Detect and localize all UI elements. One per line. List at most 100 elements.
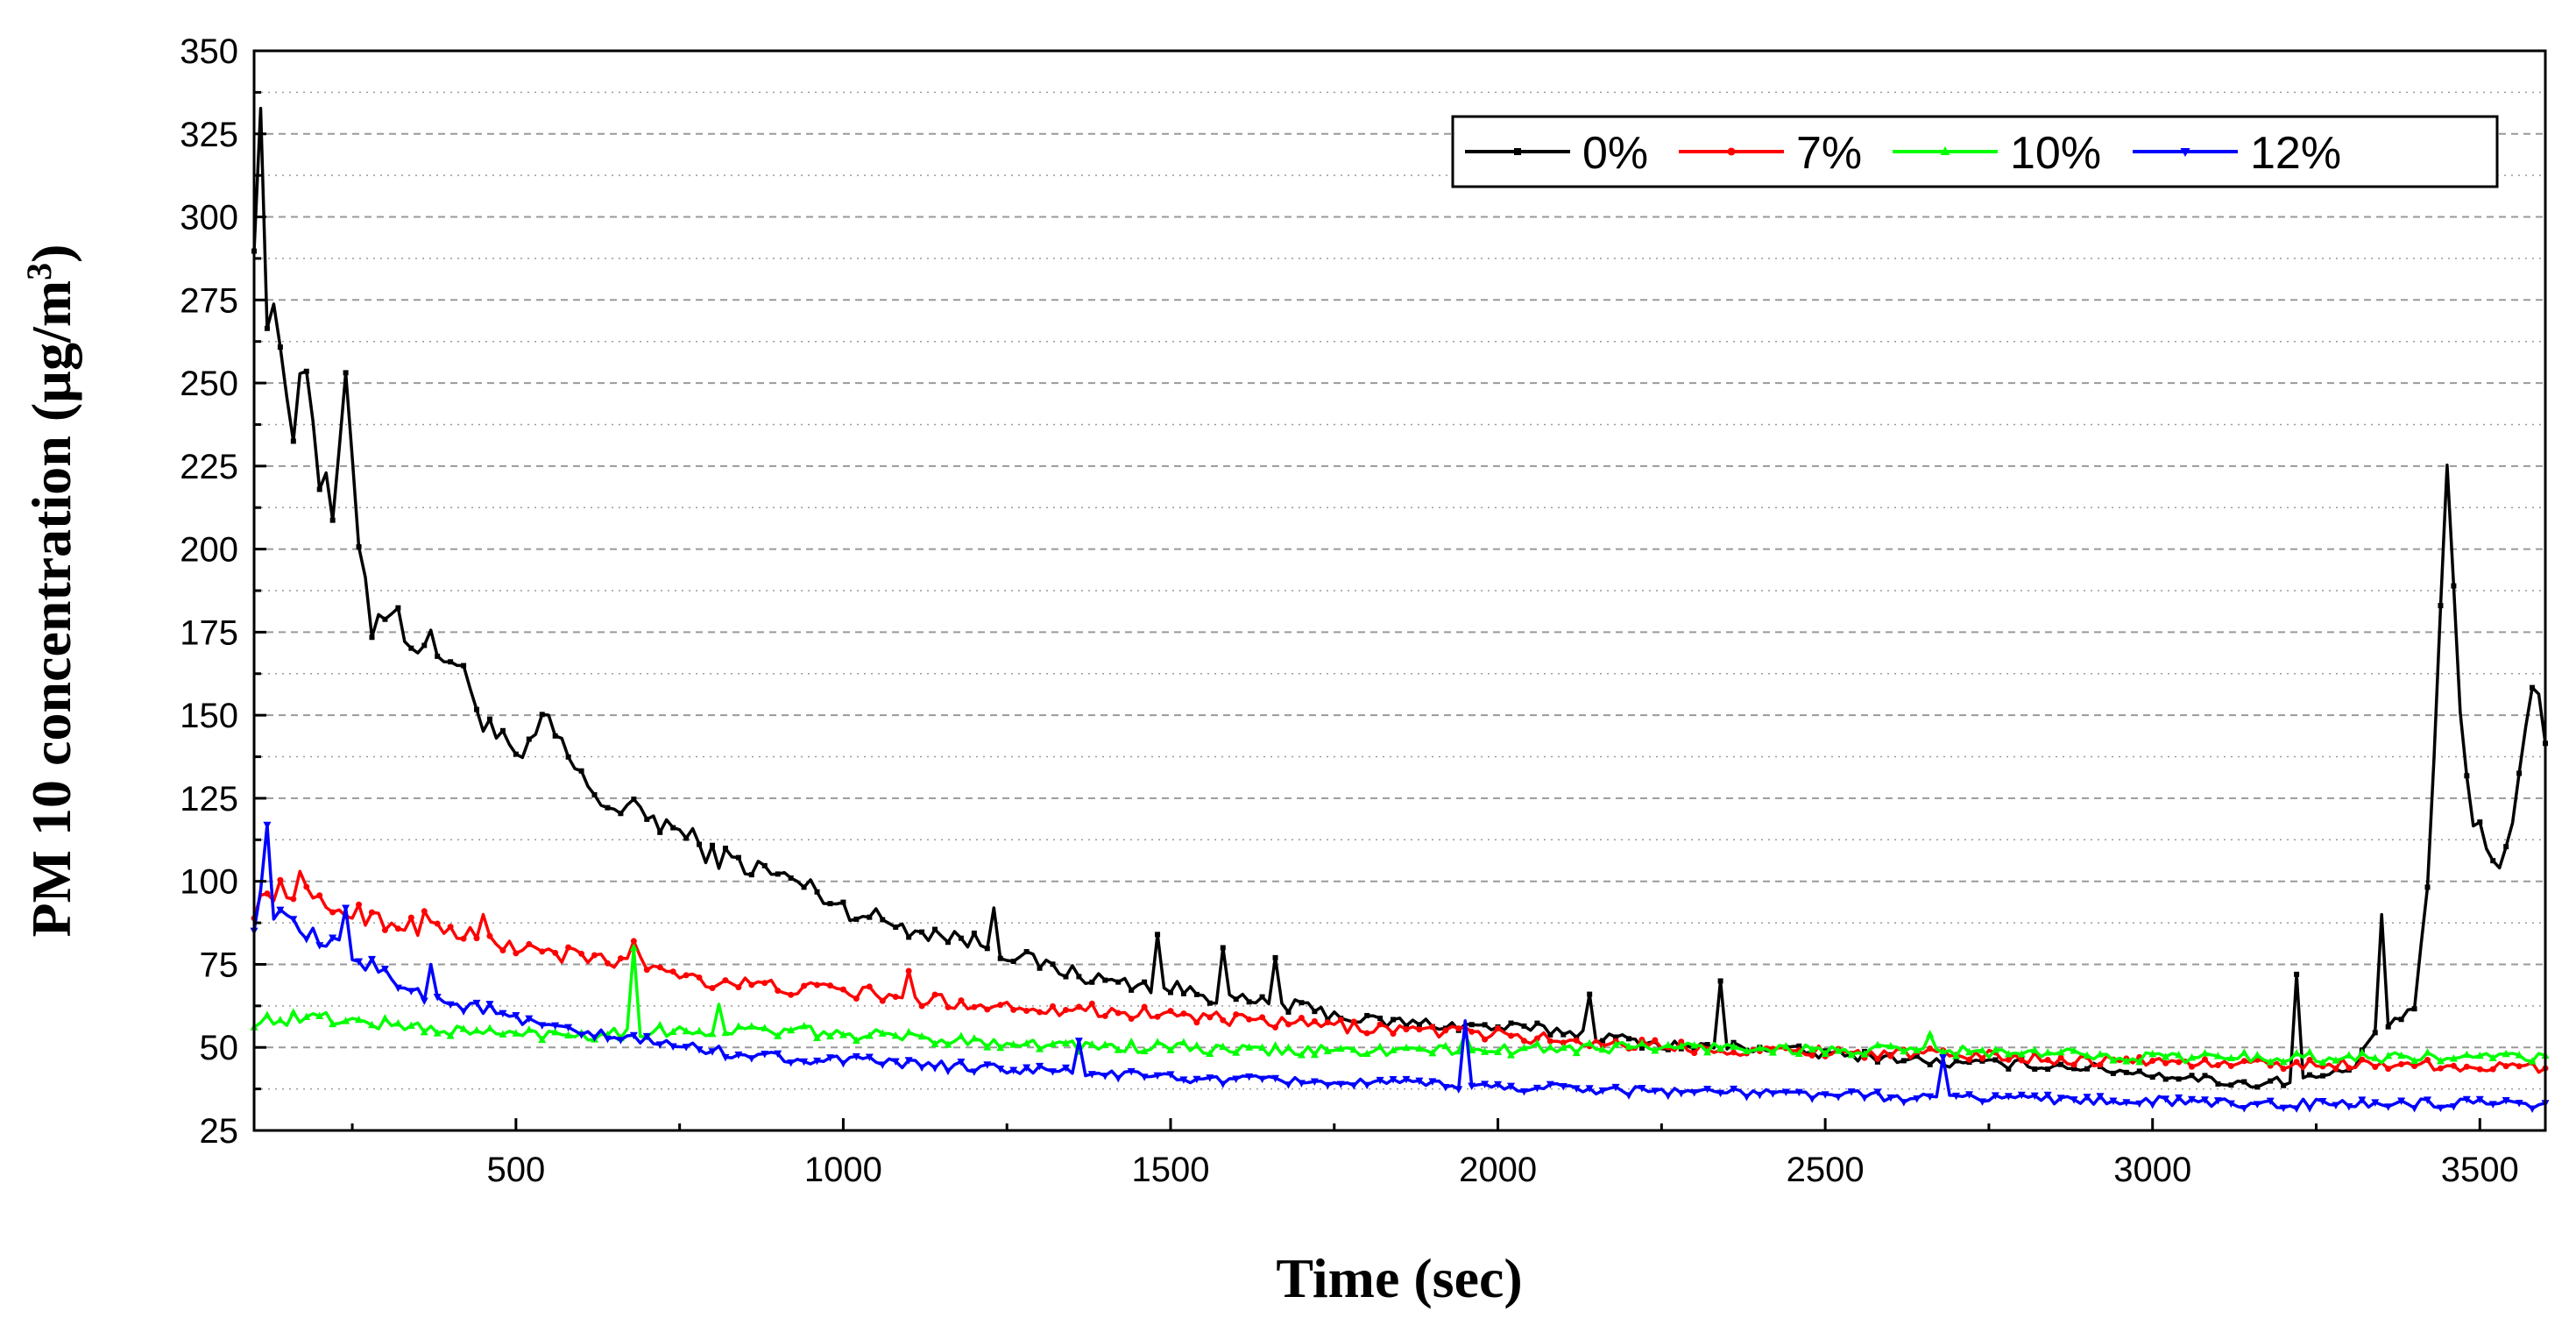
data-point <box>1978 1098 1986 1106</box>
data-point <box>774 1050 782 1059</box>
data-point <box>1913 1095 1921 1103</box>
data-point <box>2358 1096 2367 1104</box>
data-point <box>957 1031 966 1039</box>
data-point <box>1127 1067 1136 1076</box>
data-point <box>2109 1056 2118 1064</box>
data-point <box>1742 1094 1751 1102</box>
data-point <box>630 938 637 945</box>
data-point <box>565 754 571 760</box>
data-point <box>1167 1008 1174 1015</box>
data-point <box>1652 1037 1659 1044</box>
data-point <box>1153 1038 1162 1045</box>
data-point <box>1391 1017 1397 1023</box>
data-point <box>381 926 388 933</box>
data-point <box>774 1031 782 1039</box>
data-point <box>2213 1097 2222 1105</box>
data-point <box>1207 1014 1214 1021</box>
data-point <box>1140 1046 1149 1055</box>
data-point <box>2516 1063 2523 1070</box>
data-point <box>2438 603 2444 609</box>
data-point <box>2528 1057 2537 1065</box>
data-point <box>1808 1095 1816 1103</box>
data-point <box>2305 1047 2314 1056</box>
data-point <box>1730 1085 1738 1094</box>
data-point <box>996 1043 1005 1052</box>
data-point <box>1717 978 1723 984</box>
y-tick-label: 250 <box>180 365 238 403</box>
data-point <box>1390 1031 1397 1038</box>
data-point <box>695 1046 704 1054</box>
data-point <box>1180 990 1186 996</box>
data-point <box>1416 1022 1422 1028</box>
data-point <box>1127 1037 1136 1045</box>
data-point <box>2515 1099 2523 1108</box>
data-point <box>2424 1056 2431 1063</box>
data-point <box>1690 1041 1699 1049</box>
x-tick-label: 2500 <box>1787 1151 1865 1189</box>
data-point <box>2424 1096 2432 1104</box>
data-point <box>1115 979 1122 985</box>
data-point <box>1284 1021 1292 1028</box>
data-point <box>669 1027 677 1036</box>
data-point <box>1613 1034 1619 1040</box>
data-point <box>2397 1051 2406 1059</box>
data-point <box>1206 1049 1214 1057</box>
data-point <box>708 1029 717 1038</box>
data-point <box>2410 1104 2419 1113</box>
data-point <box>2018 1057 2025 1064</box>
data-point <box>1087 1039 1096 1048</box>
data-point <box>905 967 912 974</box>
data-point <box>1873 1088 1882 1096</box>
data-point <box>2318 1097 2327 1106</box>
data-point <box>878 1029 887 1037</box>
data-point <box>1507 1082 1516 1091</box>
data-point <box>472 999 481 1008</box>
data-point <box>1415 1077 1424 1086</box>
data-point <box>1036 1045 1044 1052</box>
data-point <box>2149 1074 2155 1081</box>
y-tick-label: 50 <box>200 1029 239 1067</box>
data-point <box>2006 1066 2012 1072</box>
data-point <box>2475 1095 2484 1104</box>
data-point <box>1560 1039 1567 1046</box>
data-point <box>380 1013 389 1022</box>
data-point <box>629 1031 638 1040</box>
data-point <box>801 982 808 989</box>
data-point <box>368 909 375 916</box>
data-point <box>997 955 1003 961</box>
y-axis-title-close: ) <box>20 244 82 263</box>
y-tick-label: 300 <box>180 199 238 237</box>
y-tick-label: 200 <box>180 531 238 570</box>
data-point <box>2411 1063 2418 1070</box>
data-point <box>917 1064 926 1073</box>
data-point <box>2189 1063 2196 1070</box>
data-point <box>2319 1073 2325 1079</box>
data-point <box>1023 1064 1031 1072</box>
data-point <box>734 1051 743 1059</box>
data-point <box>343 370 349 376</box>
data-point <box>1114 1074 1122 1083</box>
data-point <box>1179 1076 1188 1084</box>
data-point <box>2410 1056 2419 1064</box>
data-point <box>1992 1057 1999 1063</box>
data-point <box>551 1027 560 1036</box>
data-point <box>734 1022 743 1030</box>
data-point <box>2253 1051 2261 1059</box>
data-point <box>813 1033 822 1042</box>
data-point <box>1927 1045 1934 1052</box>
data-point <box>2359 1056 2366 1063</box>
data-point <box>2030 1092 2039 1101</box>
data-point <box>1429 1024 1436 1031</box>
data-point <box>421 908 428 915</box>
data-point <box>761 1050 769 1059</box>
data-point <box>853 916 860 922</box>
data-point <box>1495 1024 1502 1031</box>
data-point <box>1336 1044 1345 1052</box>
y-tick-label: 100 <box>180 863 238 902</box>
data-point <box>669 968 676 975</box>
data-point <box>2332 1102 2340 1110</box>
data-point <box>1494 1081 1503 1089</box>
data-point <box>1259 994 1265 1000</box>
data-point <box>642 1032 651 1041</box>
data-point <box>1415 1044 1424 1052</box>
